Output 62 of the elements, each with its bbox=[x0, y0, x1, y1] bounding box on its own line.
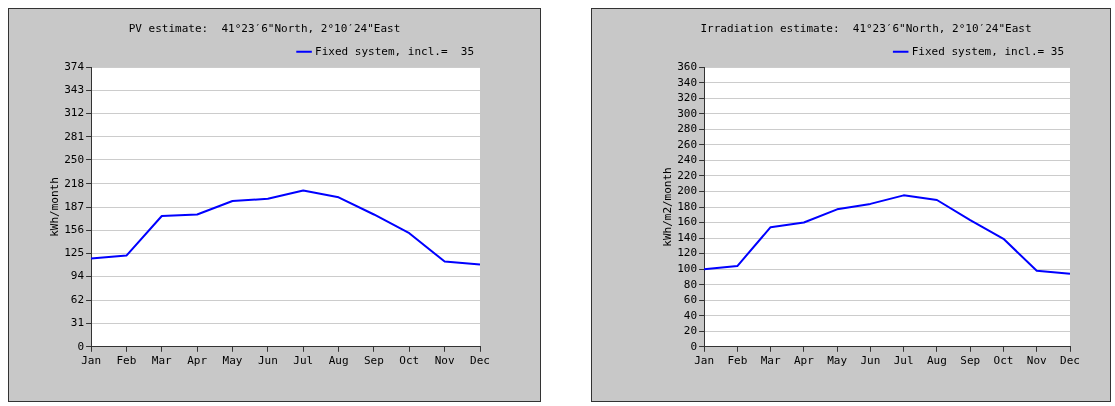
y-tick-label: 360 bbox=[677, 60, 698, 74]
x-tick-label: Dec bbox=[1060, 354, 1080, 368]
y-tick-label: 160 bbox=[677, 215, 698, 229]
x-tick-label: Jun bbox=[257, 354, 278, 368]
y-tick-label: 100 bbox=[677, 261, 698, 275]
y-tick-label: 0 bbox=[690, 339, 698, 353]
x-tick-label: Sep bbox=[960, 354, 981, 368]
y-tick-label: 340 bbox=[677, 75, 698, 89]
y-tick-label: 220 bbox=[677, 168, 698, 182]
y-tick-label: 320 bbox=[677, 91, 698, 105]
y-tick-label: 0 bbox=[77, 339, 85, 353]
x-tick-label: Jan bbox=[694, 354, 715, 368]
y-tick-label: 156 bbox=[64, 223, 85, 237]
y-tick-label: 218 bbox=[64, 176, 85, 190]
x-tick-label: Nov bbox=[1026, 354, 1048, 368]
y-tick-label: 180 bbox=[677, 199, 698, 213]
y-tick-label: 94 bbox=[70, 269, 85, 283]
y-tick-label: 343 bbox=[64, 83, 85, 97]
x-tick-label: Apr bbox=[793, 354, 815, 368]
x-tick-label: Feb bbox=[727, 354, 748, 368]
y-tick-label: 40 bbox=[683, 308, 698, 322]
x-tick-label: Mar bbox=[151, 354, 173, 368]
x-tick-label: Nov bbox=[434, 354, 455, 368]
y-tick-label: 300 bbox=[677, 106, 698, 120]
y-tick-label: 250 bbox=[64, 152, 85, 166]
x-tick-label: Jul bbox=[893, 354, 914, 368]
y-tick-label: 240 bbox=[677, 153, 698, 167]
x-tick-label: May bbox=[827, 354, 848, 368]
x-tick-label: Jul bbox=[293, 354, 314, 368]
y-tick-label: 120 bbox=[677, 246, 698, 260]
x-tick-label: Aug bbox=[328, 354, 349, 368]
y-tick-label: 140 bbox=[677, 230, 698, 244]
x-tick-label: Feb bbox=[116, 354, 137, 368]
x-tick-label: Oct bbox=[993, 354, 1014, 368]
y-tick-label: 20 bbox=[683, 324, 698, 338]
y-tick-label: 374 bbox=[64, 60, 85, 74]
legend-label: Fixed system, incl.= 35 bbox=[911, 44, 1065, 58]
y-axis-title: kWh/m2/month bbox=[661, 167, 675, 247]
x-tick-label: Mar bbox=[760, 354, 781, 368]
x-tick-label: Sep bbox=[363, 354, 384, 368]
y-tick-label: 280 bbox=[677, 122, 698, 136]
y-tick-label: 281 bbox=[64, 129, 85, 143]
y-tick-label: 62 bbox=[70, 293, 85, 307]
y-tick-label: 200 bbox=[677, 184, 698, 198]
x-tick-label: Apr bbox=[187, 354, 208, 368]
x-tick-label: May bbox=[222, 354, 243, 368]
y-tick-label: 31 bbox=[70, 316, 85, 330]
x-tick-label: Jan bbox=[81, 354, 102, 368]
y-tick-label: 312 bbox=[64, 106, 85, 120]
chart-title: Irradiation estimate: 41°23′6"North, 2°10′24"East bbox=[700, 22, 1032, 36]
y-tick-label: 260 bbox=[677, 137, 698, 151]
chart-title: PV estimate: 41°23′6"North, 2°10′24"East bbox=[128, 22, 401, 36]
y-axis-title: kWh/month bbox=[48, 177, 62, 237]
y-tick-label: 60 bbox=[683, 293, 698, 307]
y-tick-label: 125 bbox=[64, 246, 85, 260]
y-tick-label: 80 bbox=[683, 277, 698, 291]
x-tick-label: Dec bbox=[470, 354, 490, 368]
x-tick-label: Jun bbox=[860, 354, 881, 368]
y-tick-label: 187 bbox=[64, 199, 85, 213]
x-tick-label: Oct bbox=[399, 354, 420, 368]
x-tick-label: Aug bbox=[927, 354, 947, 368]
legend-label: Fixed system, incl.= 35 bbox=[315, 44, 475, 58]
